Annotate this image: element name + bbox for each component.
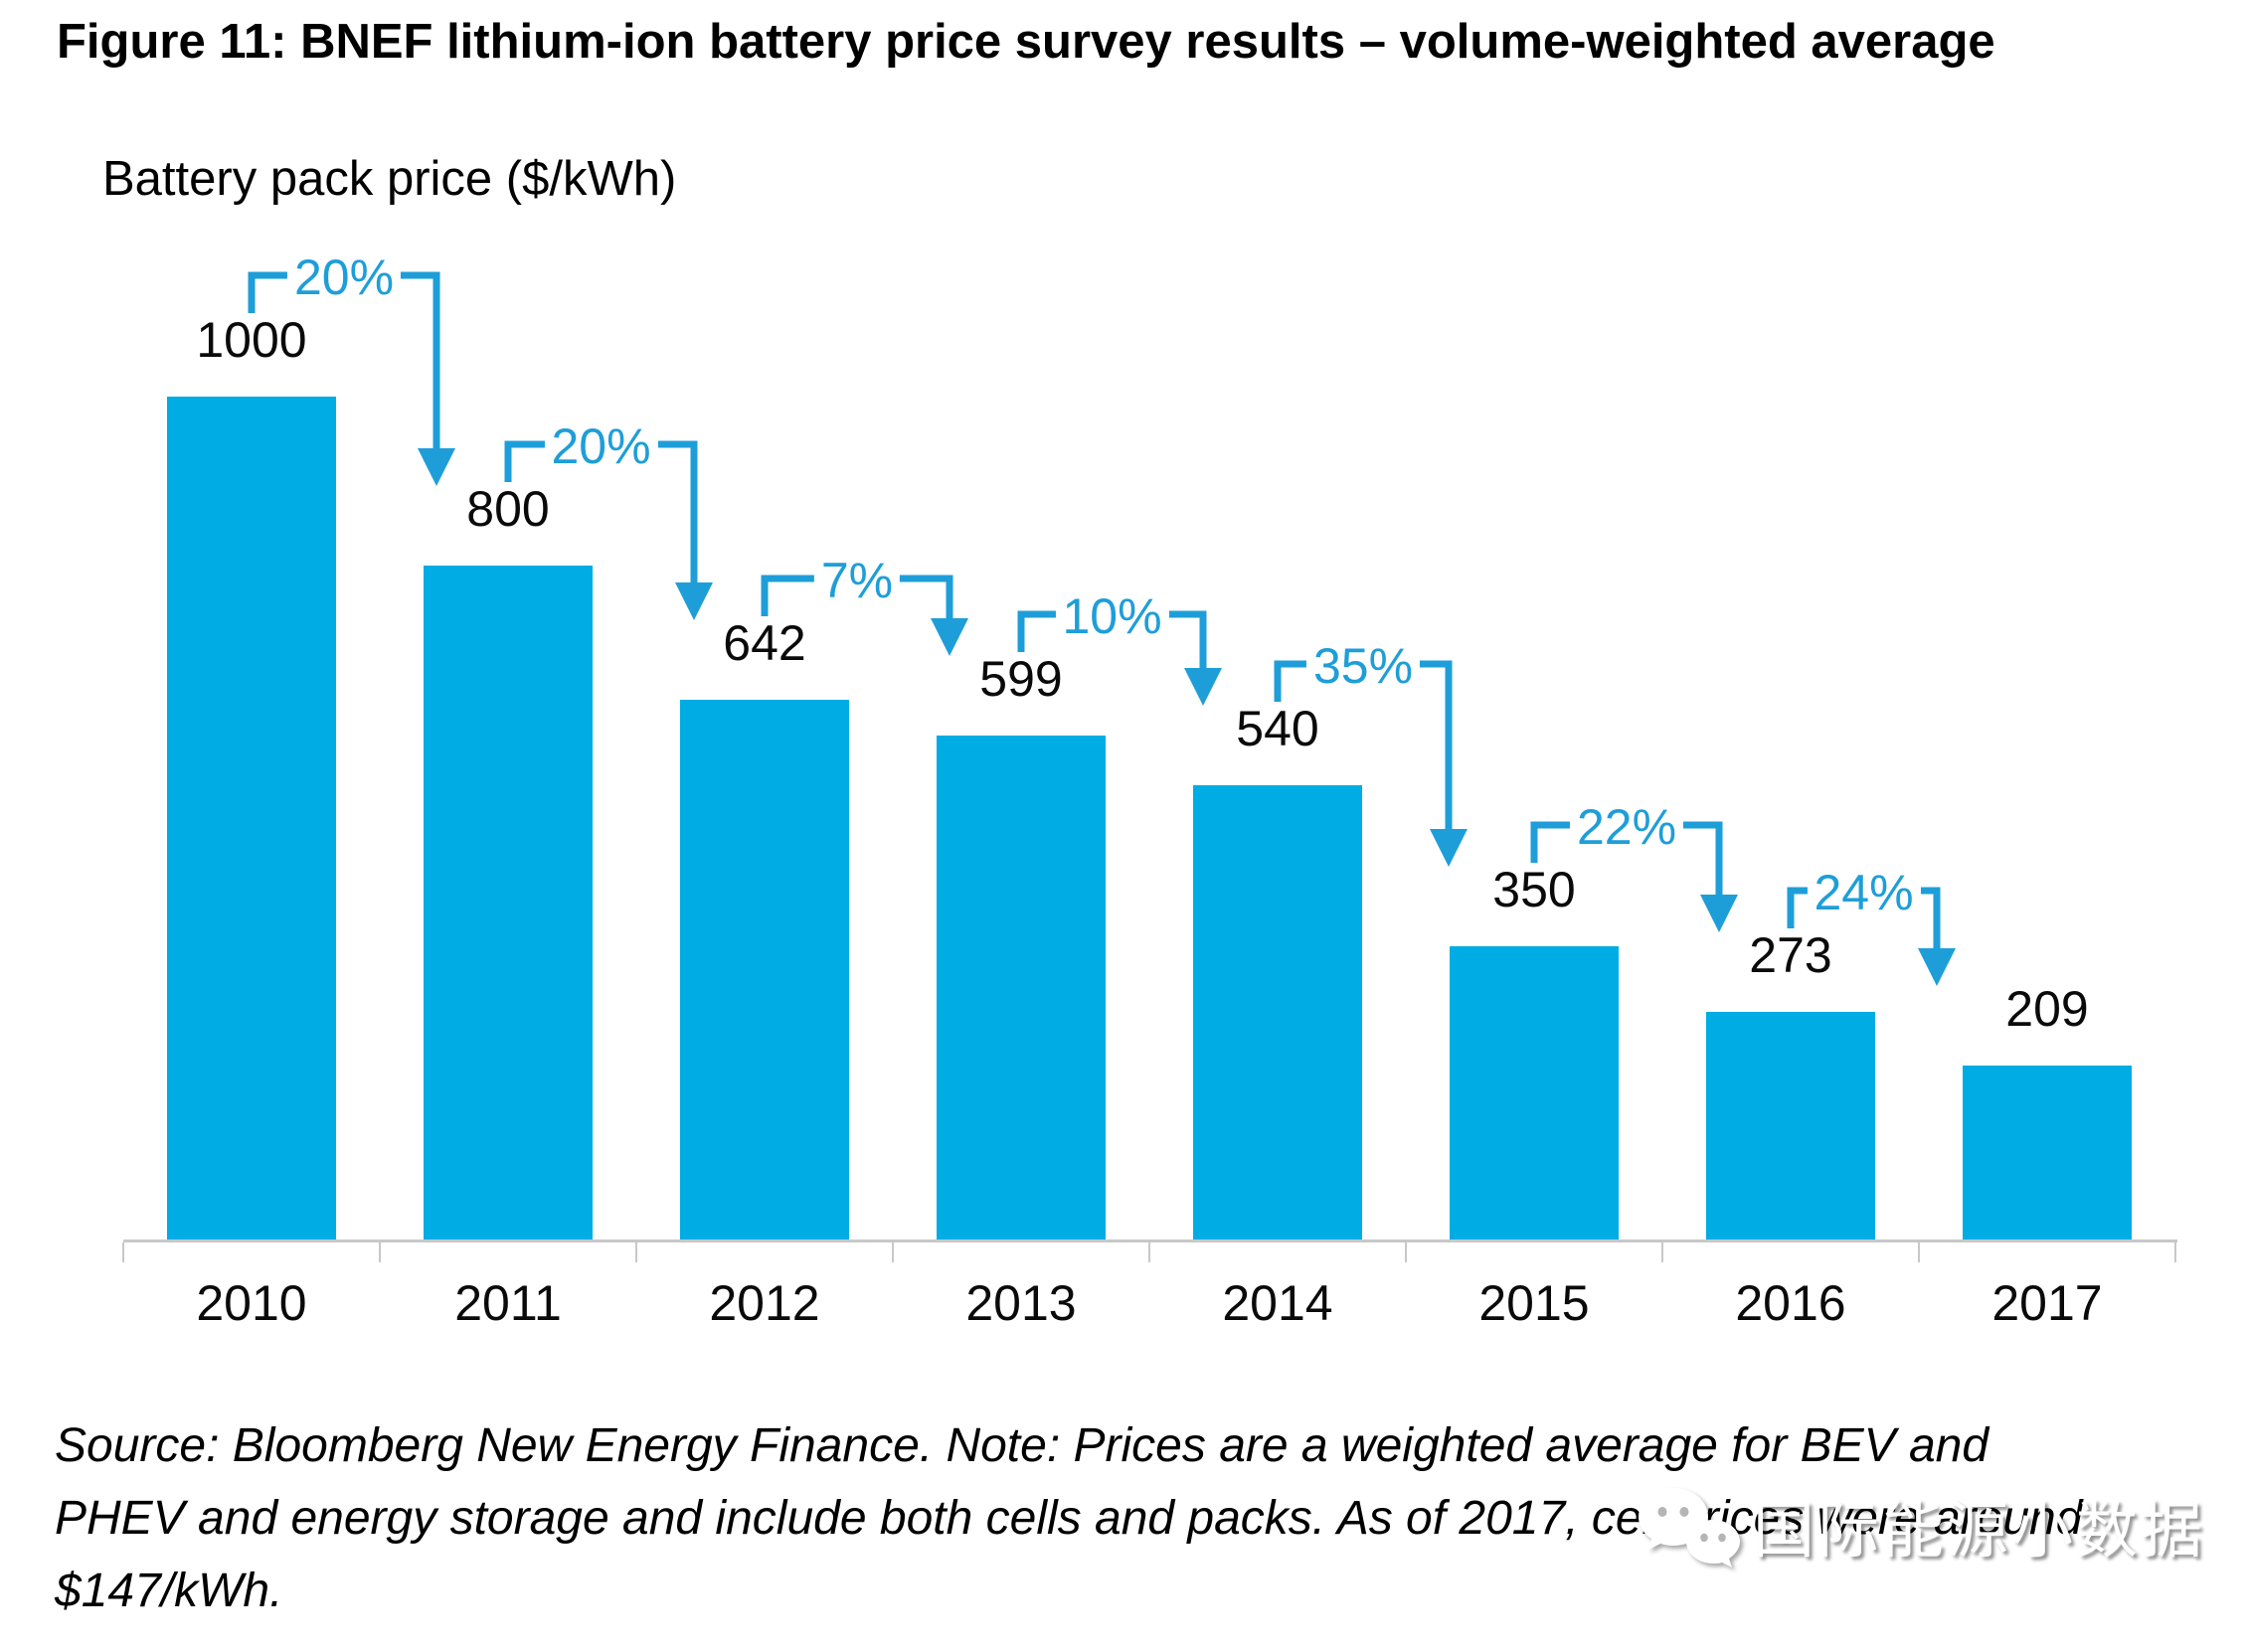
figure-title: Figure 11: BNEF lithium-ion battery pric… bbox=[57, 15, 1995, 69]
source-line-2: PHEV and energy storage and include both… bbox=[55, 1492, 2083, 1545]
bar-value-label: 599 bbox=[979, 651, 1063, 707]
bar-2012 bbox=[680, 700, 849, 1242]
bar-value-label: 350 bbox=[1492, 862, 1576, 917]
x-tick-label-2016: 2016 bbox=[1735, 1275, 1846, 1331]
bar-value-label: 1000 bbox=[196, 312, 307, 368]
x-axis-tick bbox=[1405, 1242, 1407, 1262]
bar-2016 bbox=[1706, 1012, 1875, 1242]
x-axis-tick bbox=[892, 1242, 894, 1262]
x-axis-tick bbox=[2174, 1242, 2176, 1262]
bar-value-label: 642 bbox=[723, 615, 806, 671]
source-note: Source: Bloomberg New Energy Finance. No… bbox=[55, 1409, 2082, 1627]
bar-value-label: 273 bbox=[1749, 927, 1832, 983]
bar-2017 bbox=[1963, 1066, 2132, 1242]
bar-2011 bbox=[424, 566, 593, 1242]
pct-change-label: 22% bbox=[1569, 800, 1684, 854]
arrowhead-down-icon bbox=[1430, 829, 1468, 867]
pct-change-label: 20% bbox=[286, 250, 402, 304]
bar-2013 bbox=[937, 736, 1106, 1242]
x-tick-label-2017: 2017 bbox=[1991, 1275, 2103, 1331]
arrowhead-down-icon bbox=[1184, 668, 1222, 706]
watermark-text: 国际能源小数据 bbox=[1753, 1497, 2206, 1566]
pct-change-label: 10% bbox=[1055, 589, 1169, 643]
x-tick-label-2013: 2013 bbox=[965, 1275, 1077, 1331]
bar-value-label: 209 bbox=[2005, 981, 2089, 1037]
x-axis-tick bbox=[379, 1242, 381, 1262]
arrowhead-down-icon bbox=[931, 618, 968, 656]
x-axis-tick bbox=[635, 1242, 637, 1262]
wechat-icon bbox=[1639, 1488, 1740, 1568]
bar-value-label: 540 bbox=[1236, 701, 1319, 756]
bar-2014 bbox=[1193, 785, 1362, 1242]
watermark: 国际能源小数据 bbox=[1636, 1486, 2205, 1577]
x-tick-label-2015: 2015 bbox=[1478, 1275, 1590, 1331]
x-tick-label-2011: 2011 bbox=[454, 1275, 562, 1331]
x-axis-tick bbox=[1661, 1242, 1663, 1262]
x-axis-tick bbox=[1918, 1242, 1920, 1262]
x-axis-tick bbox=[122, 1242, 124, 1262]
arrowhead-down-icon bbox=[1700, 895, 1738, 932]
pct-change-label: 35% bbox=[1305, 639, 1421, 693]
x-axis-line bbox=[123, 1239, 2177, 1242]
x-tick-label-2014: 2014 bbox=[1222, 1275, 1333, 1331]
x-tick-label-2012: 2012 bbox=[709, 1275, 820, 1331]
bar-2010 bbox=[167, 397, 336, 1242]
pct-change-label: 7% bbox=[813, 554, 901, 607]
bar-2015 bbox=[1450, 946, 1619, 1242]
pct-change-label: 20% bbox=[544, 419, 658, 473]
x-axis-tick bbox=[1148, 1242, 1150, 1262]
source-line-3: $147/kWh. bbox=[55, 1565, 283, 1617]
pct-change-label: 24% bbox=[1807, 866, 1921, 919]
arrowhead-down-icon bbox=[675, 582, 713, 620]
arrowhead-down-icon bbox=[418, 448, 455, 486]
bar-value-label: 800 bbox=[466, 481, 550, 537]
y-axis-title: Battery pack price ($/kWh) bbox=[102, 152, 677, 206]
source-line-1: Source: Bloomberg New Energy Finance. No… bbox=[55, 1419, 1989, 1472]
x-tick-label-2010: 2010 bbox=[196, 1275, 307, 1331]
